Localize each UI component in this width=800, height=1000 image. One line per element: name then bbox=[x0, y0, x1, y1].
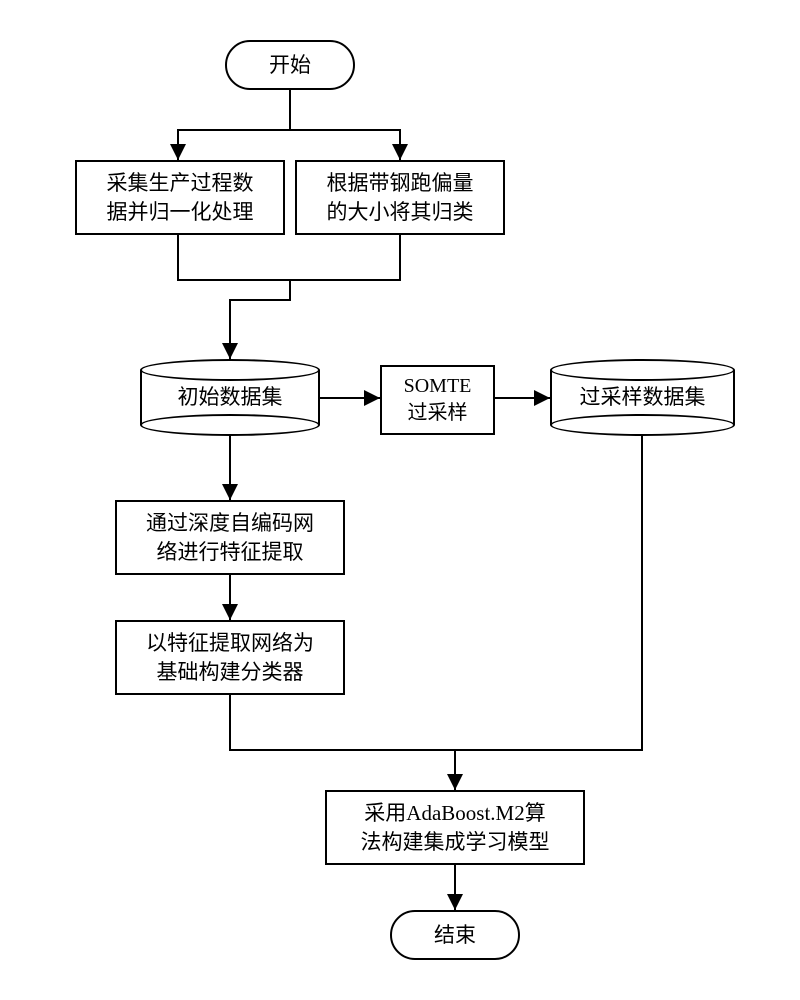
classifier-label: 以特征提取网络为 基础构建分类器 bbox=[146, 629, 314, 686]
init-ds-label: 初始数据集 bbox=[178, 384, 283, 411]
end-terminator: 结束 bbox=[390, 910, 520, 960]
classify-label: 根据带钢跑偏量 的大小将其归类 bbox=[327, 169, 474, 226]
start-terminator: 开始 bbox=[225, 40, 355, 90]
over-ds-label: 过采样数据集 bbox=[580, 384, 706, 411]
smote-label: SOMTE 过采样 bbox=[404, 373, 472, 427]
feature-label: 通过深度自编码网 络进行特征提取 bbox=[146, 509, 314, 566]
classifier-process: 以特征提取网络为 基础构建分类器 bbox=[115, 620, 345, 695]
smote-process: SOMTE 过采样 bbox=[380, 365, 495, 435]
initial-dataset-cylinder: 初始数据集 bbox=[140, 370, 320, 425]
end-label: 结束 bbox=[434, 921, 476, 949]
oversampled-dataset-cylinder: 过采样数据集 bbox=[550, 370, 735, 425]
classify-process: 根据带钢跑偏量 的大小将其归类 bbox=[295, 160, 505, 235]
adaboost-process: 采用AdaBoost.M2算 法构建集成学习模型 bbox=[325, 790, 585, 865]
adaboost-label: 采用AdaBoost.M2算 法构建集成学习模型 bbox=[361, 799, 550, 856]
start-label: 开始 bbox=[269, 51, 311, 79]
collect-process: 采集生产过程数 据并归一化处理 bbox=[75, 160, 285, 235]
collect-label: 采集生产过程数 据并归一化处理 bbox=[107, 169, 254, 226]
feature-extraction-process: 通过深度自编码网 络进行特征提取 bbox=[115, 500, 345, 575]
